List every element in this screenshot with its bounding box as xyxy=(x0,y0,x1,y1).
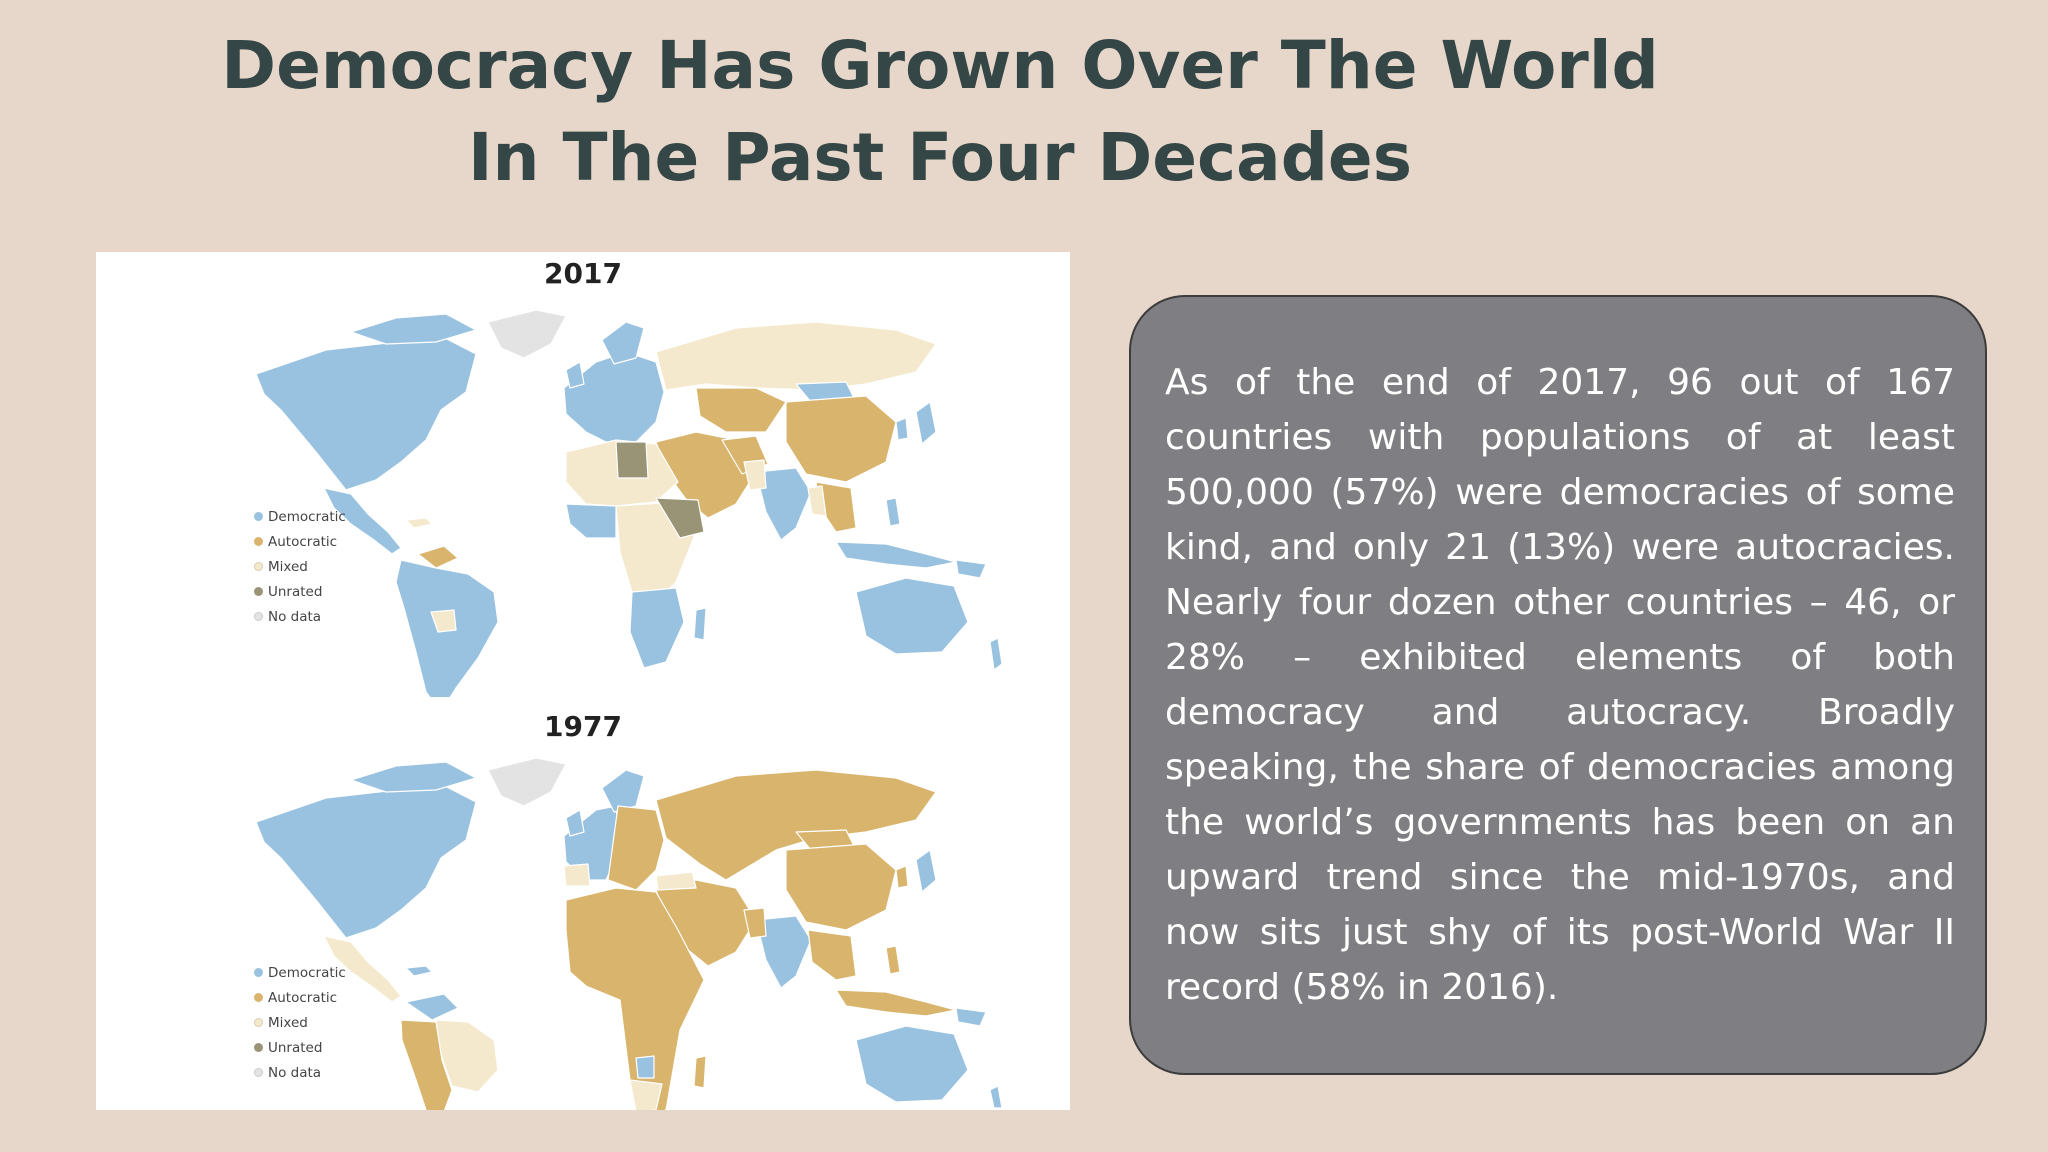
indonesia xyxy=(835,541,957,569)
turkey xyxy=(655,871,697,891)
korea xyxy=(895,417,909,441)
india xyxy=(755,915,812,989)
legend-label: Democratic xyxy=(268,964,346,981)
madagascar xyxy=(693,607,707,641)
legend-swatch xyxy=(254,993,263,1002)
legend-item: No data xyxy=(254,604,346,629)
north-america xyxy=(255,783,477,939)
legend-label: Democratic xyxy=(268,508,346,525)
pakistan xyxy=(743,459,767,491)
caribbean xyxy=(405,965,433,977)
legend-item: Autocratic xyxy=(254,985,346,1010)
map-year-label: 2017 xyxy=(544,257,622,290)
new-zealand xyxy=(989,1085,1003,1109)
legend-item: No data xyxy=(254,1060,346,1085)
legend-label: Autocratic xyxy=(268,989,338,1006)
japan xyxy=(915,849,937,893)
botswana xyxy=(635,1055,655,1079)
legend-label: Mixed xyxy=(268,558,308,575)
uk xyxy=(565,361,585,389)
legend-swatch xyxy=(254,537,263,546)
indonesia xyxy=(835,989,957,1017)
world-map-1977 xyxy=(255,757,1003,1110)
map-year-label: 1977 xyxy=(544,710,622,743)
title-line-2: In The Past Four Decades xyxy=(468,119,1412,196)
legend-item: Unrated xyxy=(254,1035,346,1060)
iberia xyxy=(563,863,591,887)
africa xyxy=(565,887,705,1110)
legend-item: Democratic xyxy=(254,504,346,529)
philippines xyxy=(885,945,901,975)
legend-label: Unrated xyxy=(268,1039,323,1056)
map-legend: Democratic Autocratic Mixed Unrated No d… xyxy=(254,960,346,1085)
venezuela-colombia xyxy=(405,993,459,1021)
central-asia xyxy=(695,387,787,433)
pakistan xyxy=(743,907,767,939)
korea xyxy=(895,865,909,889)
legend-item: Unrated xyxy=(254,579,346,604)
canada-islands xyxy=(350,761,477,793)
legend-swatch xyxy=(254,968,263,977)
china xyxy=(785,843,897,931)
andes xyxy=(400,1019,453,1110)
papua xyxy=(955,1007,987,1027)
australia xyxy=(855,577,969,655)
legend-swatch xyxy=(254,1043,263,1052)
libya xyxy=(615,441,649,479)
legend-item: Mixed xyxy=(254,554,346,579)
canada-islands xyxy=(350,313,477,345)
map-2017: 2017 xyxy=(96,252,1070,697)
legend-label: No data xyxy=(268,1064,322,1081)
southeast-asia xyxy=(807,929,857,981)
map-legend: Democratic Autocratic Mixed Unrated No d… xyxy=(254,504,346,629)
legend-swatch xyxy=(254,1018,263,1027)
world-map-2017 xyxy=(255,309,1003,697)
new-zealand xyxy=(989,637,1003,671)
legend-label: Unrated xyxy=(268,583,323,600)
slide-title: Democracy Has Grown Over The World In Th… xyxy=(0,20,1880,204)
legend-item: Mixed xyxy=(254,1010,346,1035)
australia xyxy=(855,1025,969,1103)
legend-item: Democratic xyxy=(254,960,346,985)
madagascar xyxy=(693,1055,707,1089)
myanmar xyxy=(807,485,827,517)
title-line-1: Democracy Has Grown Over The World xyxy=(221,27,1659,104)
russia xyxy=(655,321,937,391)
legend-item: Autocratic xyxy=(254,529,346,554)
south-africa xyxy=(629,1079,663,1110)
japan xyxy=(915,401,937,445)
legend-swatch xyxy=(254,562,263,571)
philippines xyxy=(885,497,901,527)
sudan-ethiopia xyxy=(655,497,705,539)
uk xyxy=(565,809,585,837)
description-box: As of the end of 2017, 96 out of 167 cou… xyxy=(1129,295,1987,1075)
west-africa xyxy=(565,503,617,539)
papua xyxy=(955,559,987,579)
scandinavia xyxy=(601,769,645,813)
ussr xyxy=(655,769,937,881)
india xyxy=(755,467,812,541)
legend-label: No data xyxy=(268,608,322,625)
mexico-central-america xyxy=(323,487,402,555)
greenland xyxy=(487,309,567,359)
legend-swatch xyxy=(254,612,263,621)
caribbean xyxy=(405,517,433,529)
legend-swatch xyxy=(254,512,263,521)
southern-africa xyxy=(629,587,685,669)
bolivia xyxy=(430,609,457,633)
north-america xyxy=(255,335,477,491)
legend-swatch xyxy=(254,1068,263,1077)
legend-swatch xyxy=(254,587,263,596)
map-1977: 1977 xyxy=(96,710,1070,1110)
legend-label: Autocratic xyxy=(268,533,338,550)
venezuela xyxy=(417,545,459,569)
description-text: As of the end of 2017, 96 out of 167 cou… xyxy=(1165,362,1955,1008)
eastern-europe xyxy=(607,805,665,891)
legend-label: Mixed xyxy=(268,1014,308,1031)
greenland xyxy=(487,757,567,807)
scandinavia xyxy=(601,321,645,365)
china xyxy=(785,395,897,483)
mexico-central-america xyxy=(323,935,402,1003)
maps-panel: 2017 xyxy=(96,252,1070,1110)
